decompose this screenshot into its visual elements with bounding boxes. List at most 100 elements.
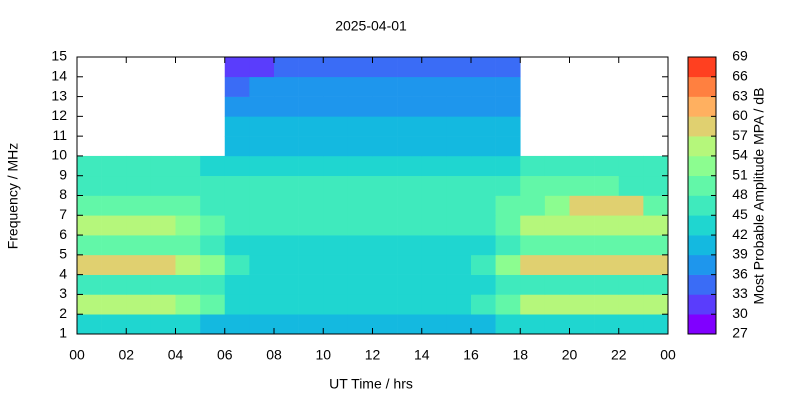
- heat-cell: [397, 57, 423, 78]
- heat-cell: [298, 57, 324, 78]
- heat-cell: [347, 136, 373, 157]
- heat-cell: [126, 235, 152, 256]
- heat-cell: [249, 76, 275, 97]
- heat-cell: [544, 215, 570, 236]
- y-tick-label: 8: [59, 186, 67, 202]
- x-tick-label: 14: [414, 347, 430, 363]
- heat-cell: [224, 294, 250, 315]
- heat-cell: [397, 155, 423, 177]
- heat-cell: [224, 136, 250, 157]
- heat-cell: [569, 254, 595, 275]
- heat-cell: [77, 314, 102, 335]
- chart-title: 2025-04-01: [335, 18, 407, 34]
- y-tick-label: 9: [59, 166, 67, 182]
- heat-cell: [347, 215, 373, 236]
- heat-cell: [249, 136, 275, 157]
- heat-cell: [471, 215, 496, 236]
- heat-cell: [471, 314, 496, 335]
- heat-cell: [594, 235, 620, 256]
- heat-cell: [77, 274, 102, 295]
- heat-cell: [224, 116, 250, 137]
- heat-cell: [618, 215, 644, 236]
- heat-cell: [421, 175, 447, 196]
- heat-cell: [618, 314, 644, 335]
- x-tick-label: 16: [463, 347, 479, 363]
- heat-cell: [544, 274, 570, 295]
- heat-cell: [274, 116, 299, 137]
- heat-cell: [372, 294, 398, 315]
- heat-cell: [274, 57, 299, 78]
- y-tick-label: 1: [59, 325, 67, 341]
- heat-cell: [347, 274, 373, 295]
- colorbar-tick-label: 27: [732, 325, 748, 341]
- heat-cell: [274, 314, 299, 335]
- heat-cell: [618, 195, 644, 216]
- heat-cell: [126, 294, 152, 315]
- colorbar-band: [688, 175, 716, 196]
- colorbar-band: [688, 96, 716, 117]
- heat-cell: [397, 254, 423, 275]
- heat-cell: [495, 155, 521, 177]
- heat-cell: [372, 136, 398, 157]
- heat-cell: [372, 195, 398, 216]
- heat-cell: [101, 274, 127, 295]
- heat-cell: [200, 215, 226, 236]
- heat-cell: [249, 274, 275, 295]
- heat-cell: [323, 136, 349, 157]
- heat-cell: [471, 274, 496, 295]
- heat-cell: [421, 57, 447, 78]
- colorbar-band: [688, 76, 716, 97]
- colorbar-tick-label: 51: [732, 166, 748, 182]
- heat-cell: [274, 215, 299, 236]
- heat-cell: [397, 294, 423, 315]
- heat-cell: [175, 195, 201, 216]
- heat-cell: [175, 314, 201, 335]
- heat-cell: [274, 155, 299, 177]
- x-tick-label: 18: [512, 347, 528, 363]
- heat-cell: [421, 274, 447, 295]
- heat-cell: [594, 155, 620, 177]
- heat-cell: [520, 195, 546, 216]
- heat-cell: [101, 155, 127, 177]
- heat-cell: [323, 155, 349, 177]
- colorbar-band: [688, 215, 716, 236]
- x-axis-label: UT Time / hrs: [329, 376, 413, 392]
- heat-cell: [569, 175, 595, 196]
- y-axis-label: Frequency / MHz: [5, 143, 21, 250]
- colorbar-tick-label: 54: [732, 147, 748, 163]
- heat-cell: [200, 274, 226, 295]
- y-tick-label: 14: [51, 67, 67, 83]
- heat-cell: [618, 294, 644, 315]
- x-tick-label: 12: [365, 347, 381, 363]
- x-tick-label: 20: [562, 347, 578, 363]
- heat-cell: [544, 235, 570, 256]
- heat-cell: [323, 116, 349, 137]
- heat-cell: [298, 254, 324, 275]
- heat-cell: [323, 175, 349, 196]
- heat-cell: [372, 155, 398, 177]
- heat-cell: [495, 116, 521, 137]
- heat-cell: [618, 274, 644, 295]
- heat-cell: [347, 116, 373, 137]
- heat-cell: [471, 155, 496, 177]
- heat-cell: [224, 57, 250, 78]
- heat-cell: [323, 274, 349, 295]
- heat-cell: [446, 195, 472, 216]
- heat-cell: [397, 116, 423, 137]
- colorbar-label: Most Probable Amplitude MPA / dB: [751, 88, 767, 305]
- heat-cell: [274, 254, 299, 275]
- heat-cell: [569, 155, 595, 177]
- heat-cell: [77, 175, 102, 196]
- x-tick-label: 10: [315, 347, 331, 363]
- heat-cell: [224, 235, 250, 256]
- heat-cell: [347, 155, 373, 177]
- heat-cell: [150, 155, 176, 177]
- heat-cell: [323, 195, 349, 216]
- heat-cell: [274, 195, 299, 216]
- heat-cell: [446, 57, 472, 78]
- heat-cell: [274, 274, 299, 295]
- heat-cell: [101, 254, 127, 275]
- colorbar-band: [688, 314, 716, 335]
- heat-cell: [200, 254, 226, 275]
- heat-cell: [495, 215, 521, 236]
